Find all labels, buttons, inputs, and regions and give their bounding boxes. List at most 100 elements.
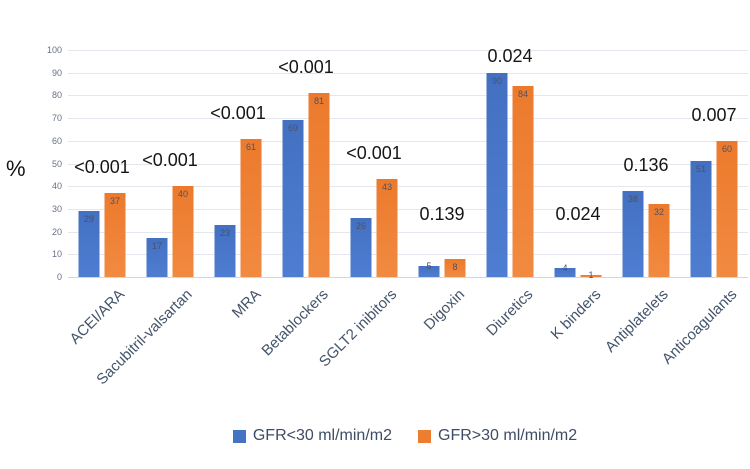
p-value-label: <0.001 (74, 157, 130, 177)
bar: 40 (172, 186, 194, 277)
bar-group: 29 37 (68, 50, 136, 277)
bar: 69 (282, 120, 304, 277)
bar-pair: 38 32 (622, 190, 670, 277)
bar: 84 (512, 86, 534, 277)
plot-area: 29 37 17 40 23 61 69 81 26 43 5 8 90 84 4 1 38 32 51 60 (68, 50, 748, 280)
legend-label: GFR<30 ml/min/m2 (252, 427, 392, 444)
x-axis-label-text: Diuretics (482, 286, 537, 340)
x-axis-label-text: Antiplatelets (602, 286, 673, 356)
y-tick-label: 100 (46, 45, 62, 55)
bar-value-label: 84 (517, 89, 529, 100)
p-value-label: <0.001 (210, 102, 266, 123)
bar-value-label: 4 (562, 262, 568, 273)
x-axis-label-text: Betablockers (258, 286, 333, 360)
bar-value-label: 8 (452, 261, 458, 272)
bar-value-label: 5 (426, 260, 432, 271)
x-axis-label-text: K binders (547, 286, 605, 343)
bar-value-label: 26 (355, 220, 367, 231)
bar-value-label: 37 (109, 196, 121, 207)
bar-pair: 26 43 (350, 179, 398, 277)
bar-value-label: 40 (177, 189, 189, 200)
gridline (68, 118, 748, 120)
y-tick-label: 30 (51, 203, 62, 214)
bar-group: 17 40 (136, 50, 204, 277)
bar: 26 (350, 217, 372, 277)
bar-value-label: 17 (151, 241, 163, 252)
y-tick-label: 40 (51, 181, 62, 192)
p-value-label: <0.001 (346, 143, 402, 164)
bar: 23 (214, 224, 236, 277)
bar: 37 (104, 193, 126, 277)
y-axis-title: % (6, 156, 26, 181)
bar: 32 (648, 204, 670, 277)
bar-value-label: 60 (721, 143, 733, 154)
bar-pair: 69 81 (282, 93, 330, 277)
y-tick-label: 60 (51, 135, 62, 146)
bar-value-label: 1 (588, 269, 594, 280)
y-tick-label: 80 (51, 90, 62, 101)
gridline (68, 50, 748, 51)
gridline (68, 72, 748, 74)
bar-group: 23 61 (204, 50, 272, 277)
bar-group: 51 60 (680, 50, 748, 277)
bar-pair: 90 84 (486, 72, 534, 277)
bar: 51 (690, 161, 712, 277)
bar: 38 (622, 190, 644, 277)
bar-value-label: 51 (695, 164, 707, 175)
gridline (68, 231, 748, 233)
gridline (68, 186, 748, 188)
gridline (68, 163, 748, 165)
legend-item: GFR<30 ml/min/m2 (232, 427, 392, 445)
bar-value-label: 38 (627, 193, 639, 204)
x-axis-label-text: MRA (228, 286, 265, 322)
y-tick-label: 90 (51, 67, 62, 78)
y-tick-label: 20 (51, 226, 62, 237)
p-value-label: 0.139 (419, 204, 465, 224)
bar-value-label: 69 (287, 123, 299, 134)
gridline (68, 208, 748, 210)
bar-value-label: 32 (653, 207, 665, 218)
bar-pair: 17 40 (146, 186, 194, 277)
legend: GFR<30 ml/min/m2 GFR>30 ml/min/m2 (60, 427, 750, 445)
bar: 1 (580, 270, 602, 280)
p-value-label: <0.001 (278, 57, 334, 78)
gridline (68, 277, 748, 278)
bar-group: 90 84 (476, 50, 544, 277)
bar-group: 26 43 (340, 50, 408, 277)
bar-group: 69 81 (272, 50, 340, 277)
bar: 4 (554, 263, 576, 277)
bar-value-label: 61 (245, 141, 257, 152)
y-tick-label: 70 (51, 113, 62, 124)
p-value-label: 0.136 (623, 154, 669, 175)
bar-value-label: 43 (381, 182, 393, 193)
legend-label: GFR>30 ml/min/m2 (438, 427, 578, 444)
bar: 90 (486, 72, 508, 277)
bar: 8 (444, 258, 466, 277)
bar-value-label: 90 (491, 75, 503, 86)
p-value-label: <0.001 (142, 150, 198, 171)
bar-value-label: 81 (313, 96, 325, 107)
p-value-label: 0.024 (555, 204, 601, 224)
bar: 5 (418, 261, 440, 277)
bar-group: 38 32 (612, 50, 680, 277)
bar-pair: 23 61 (214, 138, 262, 277)
y-tick-label: 0 (56, 272, 62, 282)
y-tick-label: 50 (51, 158, 62, 169)
p-value-label: 0.007 (691, 104, 737, 125)
p-value-label: 0.024 (487, 46, 533, 66)
y-tick-label: 10 (51, 249, 62, 260)
gridline (68, 254, 748, 256)
gridline (68, 140, 748, 142)
bar: 29 (78, 211, 100, 277)
x-axis-label-text: Digoxin (420, 286, 469, 334)
x-axis-label-text: ACEI/ARA (66, 286, 129, 348)
bar: 81 (308, 93, 330, 277)
bar-value-label: 29 (83, 214, 95, 225)
bar-pair: 51 60 (690, 140, 738, 277)
bar: 17 (146, 238, 168, 277)
